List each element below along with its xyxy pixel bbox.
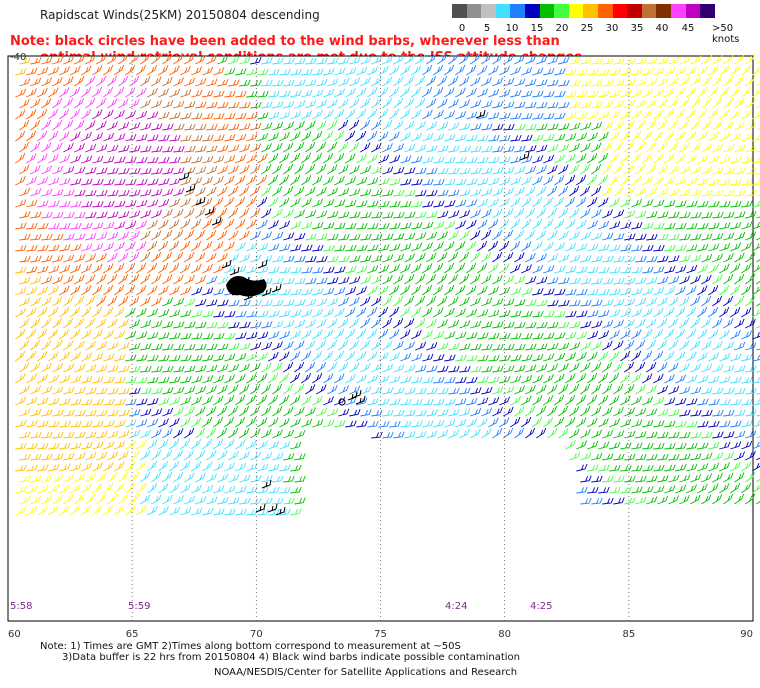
pass-time-label: 5:58 bbox=[10, 601, 32, 612]
axis-labels: -40-45-50-55-60606570758085905:585:594:2… bbox=[8, 52, 753, 640]
scale-swatch bbox=[641, 4, 657, 18]
scale-swatch bbox=[481, 4, 497, 18]
scale-swatch bbox=[554, 4, 570, 18]
scale-swatch bbox=[495, 4, 511, 18]
longitude-label: 65 bbox=[126, 629, 139, 640]
footer-credit: NOAA/NESDIS/Center for Satellite Applica… bbox=[214, 667, 518, 678]
pass-time-label: 4:25 bbox=[530, 601, 552, 612]
longitude-label: 90 bbox=[740, 629, 753, 640]
scale-swatch bbox=[510, 4, 526, 18]
longitude-label: 70 bbox=[250, 629, 263, 640]
scale-swatch bbox=[700, 4, 716, 18]
scale-label: 20 bbox=[555, 23, 569, 34]
longitude-label: 85 bbox=[622, 629, 635, 640]
scale-label: 30 bbox=[605, 23, 619, 34]
scale-swatch bbox=[539, 4, 555, 18]
scale-swatch bbox=[452, 4, 467, 18]
longitude-label: 75 bbox=[374, 629, 387, 640]
scale-swatch bbox=[525, 4, 540, 18]
footer-note-1: Note: 1) Times are GMT 2)Times along bot… bbox=[40, 641, 461, 652]
scale-swatch bbox=[568, 4, 584, 18]
scale-swatch bbox=[583, 4, 599, 18]
scale-label: 15 bbox=[530, 23, 544, 34]
scale-swatch bbox=[598, 4, 613, 18]
scale-label: 40 bbox=[655, 23, 669, 34]
scale-label: 5 bbox=[483, 23, 491, 34]
scale-swatch bbox=[627, 4, 643, 18]
scale-label: 35 bbox=[630, 23, 644, 34]
scale-swatch bbox=[612, 4, 628, 18]
scale-label: >50 knots bbox=[712, 23, 740, 45]
map-frame bbox=[7, 55, 754, 622]
contaminated-barbs bbox=[179, 109, 530, 516]
scale-label: 0 bbox=[458, 23, 466, 34]
footer-note-2: 3)Data buffer is 22 hrs from 20150804 4)… bbox=[62, 652, 520, 663]
note-line-1: Note: black circles have been added to t… bbox=[10, 34, 560, 49]
longitude-label: 80 bbox=[498, 629, 511, 640]
scale-label: 10 bbox=[505, 23, 519, 34]
map-title: Rapidscat Winds(25KM) 20150804 descendin… bbox=[40, 8, 320, 22]
wind-speed-color-scale: 0 5 10 15 20 25 30 35 40 45 >50 knots bbox=[452, 4, 760, 45]
scale-swatch bbox=[466, 4, 482, 18]
scale-swatch bbox=[656, 4, 672, 18]
pass-time-label: 5:59 bbox=[128, 601, 150, 612]
scale-label: 45 bbox=[681, 23, 695, 34]
scale-swatch bbox=[685, 4, 701, 18]
wind-barbs bbox=[15, 53, 760, 516]
pass-time-label: 4:24 bbox=[445, 601, 467, 612]
latitude-label: -40 bbox=[10, 52, 26, 63]
longitude-label: 60 bbox=[8, 629, 21, 640]
scale-swatch bbox=[671, 4, 686, 18]
scale-label: 25 bbox=[580, 23, 594, 34]
